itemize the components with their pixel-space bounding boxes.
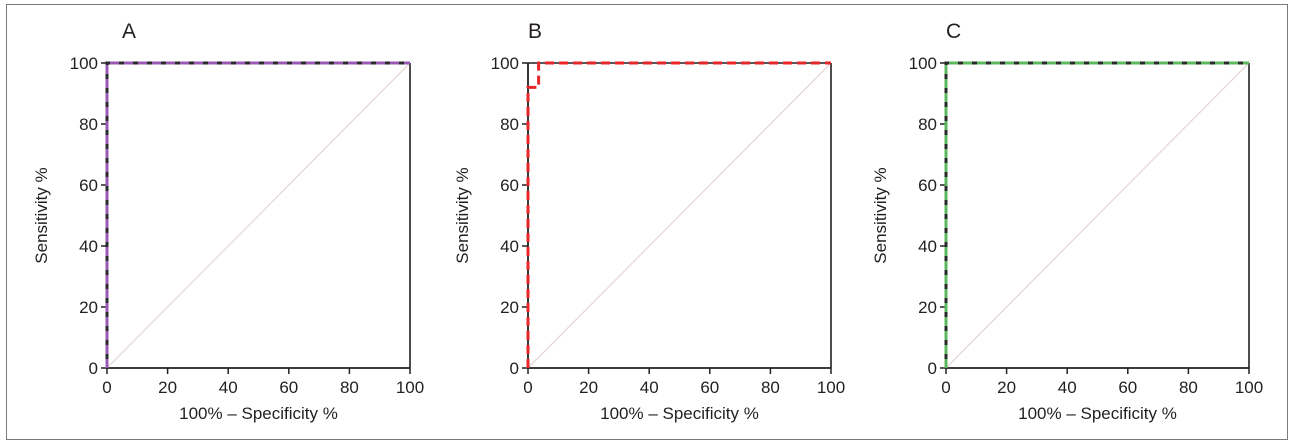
x-tick-label-a-100: 100	[396, 378, 424, 397]
x-tick-label-c-40: 40	[1058, 378, 1077, 397]
y-tick-label-c-80: 80	[918, 115, 937, 134]
x-tick-label-c-0: 0	[941, 378, 950, 397]
y-axis-label-b: Sensitivity %	[453, 167, 472, 263]
x-axis-label-b: 100% – Specificity %	[600, 404, 759, 423]
y-tick-label-c-100: 100	[909, 54, 937, 73]
y-axis-label-c: Sensitivity %	[871, 167, 890, 263]
x-axis-label-c: 100% – Specificity %	[1018, 404, 1177, 423]
x-tick-label-a-20: 20	[158, 378, 177, 397]
y-tick-label-a-0: 0	[89, 359, 98, 378]
y-tick-label-a-60: 60	[79, 176, 98, 195]
panel-label-a: A	[122, 20, 136, 43]
x-tick-label-b-20: 20	[579, 378, 598, 397]
y-axis-label-a: Sensitivity %	[32, 167, 51, 263]
y-tick-label-c-20: 20	[918, 298, 937, 317]
x-tick-label-b-40: 40	[640, 378, 659, 397]
x-tick-label-a-60: 60	[279, 378, 298, 397]
y-tick-label-c-40: 40	[918, 237, 937, 256]
x-tick-label-c-100: 100	[1235, 378, 1263, 397]
y-tick-label-b-60: 60	[500, 176, 519, 195]
y-tick-label-a-20: 20	[79, 298, 98, 317]
y-tick-label-b-80: 80	[500, 115, 519, 134]
x-tick-label-b-0: 0	[523, 378, 532, 397]
y-tick-label-a-100: 100	[70, 54, 98, 73]
roc-curve-c-0	[944, 61, 1249, 368]
x-tick-label-a-0: 0	[102, 378, 111, 397]
x-tick-label-b-80: 80	[761, 378, 780, 397]
roc-curve-a-0	[105, 61, 410, 368]
x-tick-label-b-100: 100	[817, 378, 845, 397]
y-tick-label-a-80: 80	[79, 115, 98, 134]
x-tick-label-c-20: 20	[997, 378, 1016, 397]
panel-a: A 0 20 40 60 80 100 0 20 40 60 80 100 100% – Specific…	[32, 20, 424, 423]
x-tick-label-a-80: 80	[340, 378, 359, 397]
x-tick-label-c-60: 60	[1118, 378, 1137, 397]
x-axis-label-a: 100% – Specificity %	[179, 404, 338, 423]
y-tick-label-a-40: 40	[79, 237, 98, 256]
y-tick-label-c-60: 60	[918, 176, 937, 195]
y-tick-label-b-100: 100	[491, 54, 519, 73]
x-tick-label-b-60: 60	[700, 378, 719, 397]
reference-diagonal-a	[106, 62, 411, 369]
y-tick-label-b-0: 0	[510, 359, 519, 378]
panel-b: B 0 20 40 60 80 100 0 20 40 60 80 100 100% – Specific…	[453, 20, 845, 423]
y-tick-label-b-40: 40	[500, 237, 519, 256]
panel-label-b: B	[528, 20, 542, 43]
x-tick-label-c-80: 80	[1179, 378, 1198, 397]
panel-label-c: C	[946, 20, 961, 43]
x-tick-label-a-40: 40	[219, 378, 238, 397]
reference-diagonal-b	[527, 62, 832, 369]
panel-c: C 0 20 40 60 80 100 0 20 40 60 80 100 100% – Specific…	[871, 20, 1263, 423]
reference-diagonal-c	[945, 62, 1250, 369]
roc-curve-b-0	[526, 61, 831, 368]
y-tick-label-c-0: 0	[928, 359, 937, 378]
y-tick-label-b-20: 20	[500, 298, 519, 317]
